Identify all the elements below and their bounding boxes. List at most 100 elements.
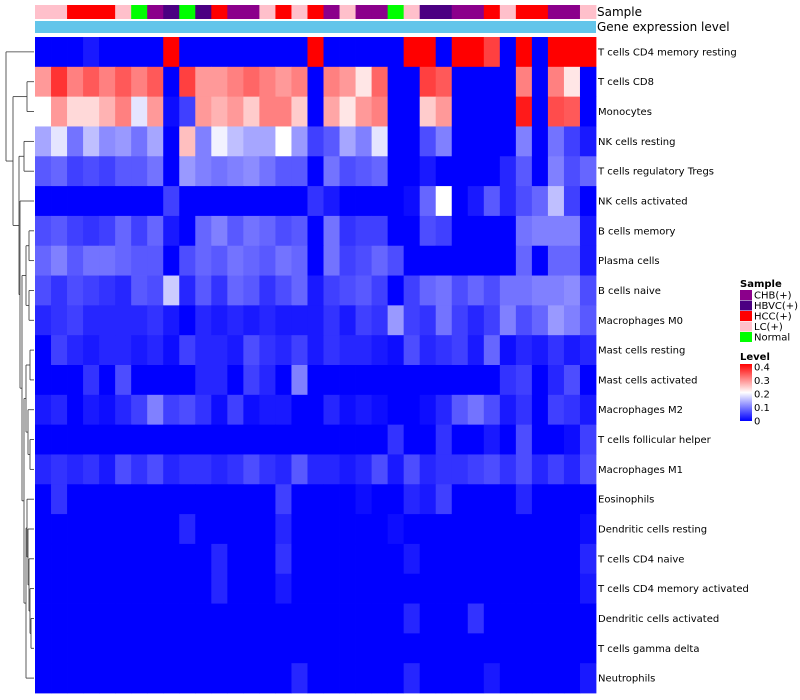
heatmap-cell	[467, 394, 485, 426]
heatmap-cell	[547, 484, 565, 515]
heatmap-cell	[387, 514, 405, 545]
heatmap-cell	[99, 484, 116, 515]
heatmap-cell	[35, 633, 52, 664]
heatmap-cell	[179, 633, 196, 664]
heatmap-cell	[115, 543, 132, 575]
heatmap-cell	[419, 156, 437, 187]
heatmap-cell	[435, 335, 453, 366]
heatmap-cell	[243, 514, 260, 545]
heatmap-cell	[403, 663, 421, 694]
heatmap-cell	[179, 365, 196, 396]
heatmap-cell	[147, 484, 164, 515]
heatmap-cell	[307, 454, 324, 485]
heatmap-cell	[307, 96, 324, 127]
heatmap-cell	[227, 424, 244, 455]
heatmap-cell	[67, 275, 84, 306]
heatmap-cell	[435, 514, 453, 545]
gene-expression-bar	[35, 21, 596, 33]
heatmap-cell	[307, 603, 324, 634]
heatmap-cell	[243, 156, 260, 187]
heatmap-cell	[195, 275, 212, 306]
heatmap-cell	[83, 305, 100, 336]
heatmap-cell	[147, 543, 164, 575]
heatmap-cell	[339, 394, 356, 426]
heatmap-cell	[387, 186, 405, 217]
heatmap-cell	[227, 245, 244, 276]
heatmap-cell	[195, 96, 212, 127]
heatmap-cell	[275, 573, 292, 604]
heatmap-cell	[99, 424, 116, 455]
heatmap-cell	[51, 156, 68, 187]
heatmap-cell	[435, 305, 453, 336]
heatmap-cell	[83, 96, 100, 127]
sample-annotation-cell	[323, 5, 340, 19]
heatmap-cell	[227, 514, 244, 545]
heatmap-cell	[131, 335, 148, 366]
heatmap-cell	[67, 484, 84, 515]
heatmap-cell	[35, 573, 52, 604]
heatmap-cell	[259, 66, 276, 98]
heatmap-cell	[467, 454, 485, 485]
heatmap-cell	[467, 215, 485, 247]
heatmap-cell	[355, 424, 372, 455]
heatmap-cell	[67, 454, 84, 485]
heatmap-cell	[531, 305, 549, 336]
heatmap-cell	[307, 335, 324, 366]
heatmap-cell	[579, 454, 597, 485]
heatmap-cell	[163, 484, 180, 515]
heatmap-cell	[531, 394, 549, 426]
heatmap-cell	[499, 424, 517, 455]
heatmap-cell	[483, 365, 501, 396]
heatmap-cell	[339, 126, 356, 157]
heatmap-cell	[515, 96, 533, 127]
heatmap-cell	[131, 215, 148, 247]
heatmap-cell	[83, 275, 100, 306]
heatmap-cell	[275, 275, 292, 306]
heatmap-cell	[67, 305, 84, 336]
heatmap-cell	[275, 543, 292, 575]
heatmap-cell	[51, 394, 68, 426]
heatmap-cell	[579, 543, 597, 575]
heatmap-cell	[563, 156, 581, 187]
heatmap-cell	[131, 543, 148, 575]
heatmap-cell	[99, 573, 116, 604]
heatmap-cell	[99, 245, 116, 276]
heatmap-cell	[451, 156, 469, 187]
heatmap-cell	[243, 484, 260, 515]
heatmap-cell	[275, 454, 292, 485]
heatmap-cell	[35, 335, 52, 366]
heatmap-cell	[83, 424, 100, 455]
heatmap-cell	[339, 305, 356, 336]
heatmap-cell	[259, 663, 276, 694]
heatmap-cell	[147, 215, 164, 247]
heatmap-cell	[179, 454, 196, 485]
heatmap-cell	[515, 335, 533, 366]
heatmap-cell	[387, 543, 405, 575]
heatmap-cell	[211, 275, 228, 306]
heatmap-cell	[195, 573, 212, 604]
heatmap-cell	[371, 603, 389, 634]
heatmap-cell	[355, 454, 372, 485]
heatmap-cell	[147, 394, 164, 426]
heatmap-cell	[371, 573, 389, 604]
heatmap-cell	[179, 335, 196, 366]
heatmap-cell	[451, 663, 469, 694]
heatmap-cell	[163, 66, 180, 98]
heatmap-cell	[483, 394, 501, 426]
heatmap-cell	[67, 335, 84, 366]
heatmap-cell	[99, 633, 116, 664]
heatmap-cell	[371, 484, 389, 515]
heatmap-cell	[515, 275, 533, 306]
heatmap-cell	[355, 126, 372, 157]
heatmap-cell	[355, 633, 372, 664]
heatmap-cell	[307, 215, 324, 247]
heatmap-cell	[211, 484, 228, 515]
heatmap-cell	[115, 96, 132, 127]
heatmap-cell	[483, 96, 501, 127]
row-label: Mast cells resting	[598, 346, 685, 357]
sample-annotation-cell	[483, 5, 501, 19]
heatmap-cell	[35, 454, 52, 485]
sample-annotation-cell	[307, 5, 324, 19]
heatmap-cell	[563, 305, 581, 336]
heatmap-cell	[403, 543, 421, 575]
